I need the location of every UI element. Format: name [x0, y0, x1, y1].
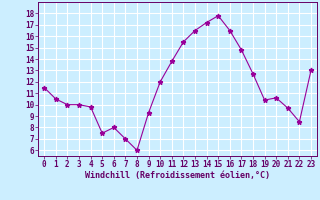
- X-axis label: Windchill (Refroidissement éolien,°C): Windchill (Refroidissement éolien,°C): [85, 171, 270, 180]
